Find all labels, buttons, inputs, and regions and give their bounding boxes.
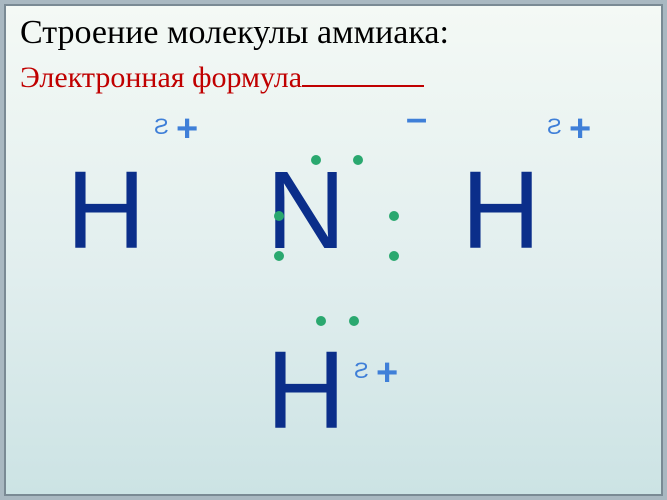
delta-delta-bottom: S xyxy=(354,360,369,382)
slide-title: Строение молекулы аммиака: xyxy=(20,14,449,52)
electron-dot xyxy=(274,211,284,221)
lewis-diagram: HNHH+–++SSS xyxy=(6,96,661,496)
slide-subtitle: Электронная формула xyxy=(20,60,424,95)
electron-dot xyxy=(274,251,284,261)
atom-H-left: H xyxy=(66,156,145,266)
charge-plus-right: + xyxy=(569,110,591,148)
slide-inner-frame: Строение молекулы аммиака: Электронная ф… xyxy=(4,4,663,496)
delta-delta-left: S xyxy=(154,116,169,138)
electron-dot xyxy=(311,155,321,165)
delta-delta-right: S xyxy=(547,116,562,138)
charge-plus-left: + xyxy=(176,110,198,148)
atom-H-bottom: H xyxy=(266,336,345,446)
charge-plus-bottom: + xyxy=(376,354,398,392)
subtitle-underline xyxy=(302,60,424,87)
slide-outer-frame: Строение молекулы аммиака: Электронная ф… xyxy=(0,0,667,500)
electron-dot xyxy=(349,316,359,326)
charge-minus-center: – xyxy=(406,100,427,138)
electron-dot xyxy=(316,316,326,326)
electron-dot xyxy=(389,211,399,221)
electron-dot xyxy=(353,155,363,165)
electron-dot xyxy=(389,251,399,261)
subtitle-text: Электронная формула xyxy=(20,61,302,94)
atom-H-right: H xyxy=(461,156,540,266)
